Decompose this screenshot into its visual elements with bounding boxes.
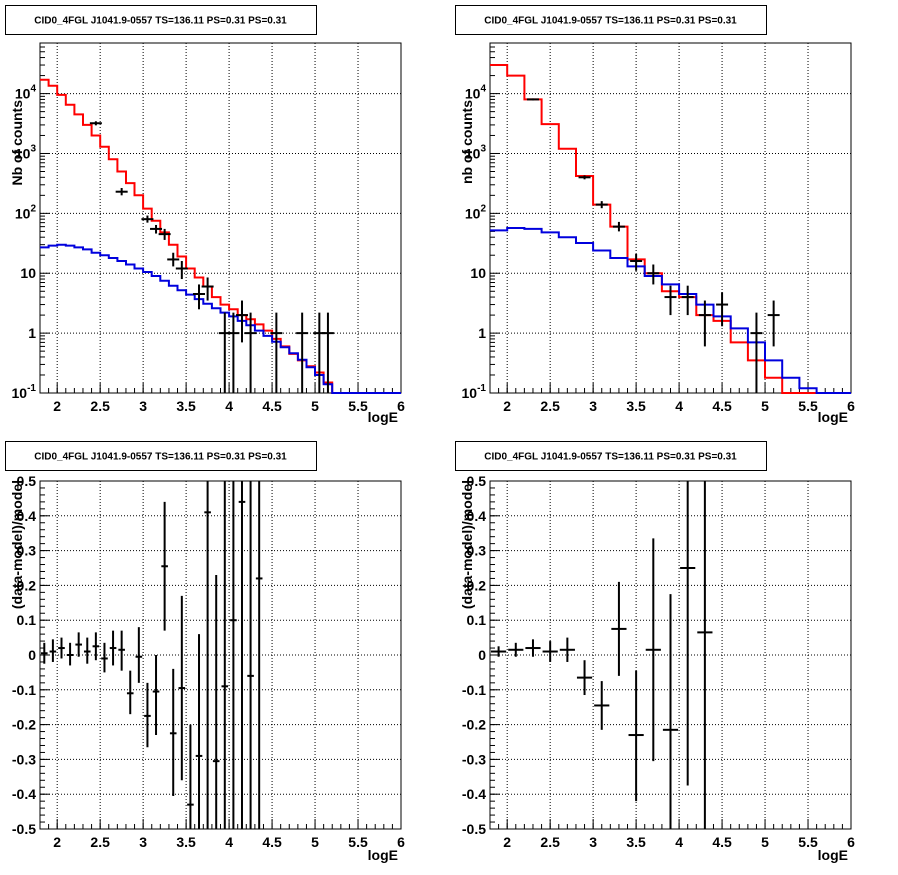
plot-frame xyxy=(489,42,852,394)
x-tick-label: 5 xyxy=(311,834,319,850)
x-tick-label: 3.5 xyxy=(626,834,646,850)
y-tick-label: 103 xyxy=(465,143,487,161)
plot-frame xyxy=(39,42,402,394)
x-tick-label: 3.5 xyxy=(176,398,196,414)
x-tick-label: 4 xyxy=(675,834,683,850)
x-tick-label: 6 xyxy=(847,398,855,414)
y-tick-label: 0.4 xyxy=(467,508,487,524)
y-tick-label: -0.3 xyxy=(462,751,486,767)
x-tick-label: 4.5 xyxy=(262,398,282,414)
y-axis-label: (data-model)/model xyxy=(9,480,25,609)
x-tick-label: 3 xyxy=(589,398,597,414)
plot-frame xyxy=(39,480,402,830)
x-axis-label: logE xyxy=(818,847,848,863)
x-tick-label: 4.5 xyxy=(262,834,282,850)
chart-title: CID0_4FGL J1041.9-0557 TS=136.11 PS=0.31… xyxy=(34,452,287,463)
y-tick-label: 0.1 xyxy=(467,612,487,628)
x-tick-label: 2 xyxy=(503,398,511,414)
x-tick-label: 6 xyxy=(397,398,405,414)
x-tick-label: 3.5 xyxy=(176,834,196,850)
panel-4: CID0_4FGL J1041.9-0557 TS=136.11 PS=0.31… xyxy=(455,441,855,863)
x-tick-label: 5 xyxy=(761,398,769,414)
x-tick-label: 4 xyxy=(225,398,233,414)
y-tick-label: 103 xyxy=(15,143,37,161)
x-tick-label: 5.5 xyxy=(348,398,368,414)
y-tick-label: 102 xyxy=(15,203,37,221)
panel-1: CID0_4FGL J1041.9-0557 TS=136.11 PS=0.31… xyxy=(5,5,405,425)
y-tick-label: -0.2 xyxy=(462,717,486,733)
y-tick-label: 10 xyxy=(20,265,36,281)
x-tick-label: 4 xyxy=(675,398,683,414)
y-tick-label: 102 xyxy=(465,203,487,221)
y-tick-label: -0.1 xyxy=(462,682,486,698)
x-tick-label: 5 xyxy=(761,834,769,850)
x-tick-label: 3 xyxy=(139,834,147,850)
panel-2: CID0_4FGL J1041.9-0557 TS=136.11 PS=0.31… xyxy=(455,5,855,425)
y-tick-label: 0.4 xyxy=(17,508,37,524)
title-box xyxy=(5,5,317,35)
x-tick-label: 4.5 xyxy=(712,398,732,414)
chart-title: CID0_4FGL J1041.9-0557 TS=136.11 PS=0.31… xyxy=(484,452,737,463)
x-tick-label: 5 xyxy=(311,398,319,414)
x-tick-label: 2.5 xyxy=(90,834,110,850)
y-tick-label: 1 xyxy=(28,325,36,341)
y-tick-label: -0.4 xyxy=(462,786,486,802)
model-total-histogram xyxy=(40,78,401,394)
title-box xyxy=(5,441,317,471)
x-tick-label: 2.5 xyxy=(90,398,110,414)
y-tick-label: 0.3 xyxy=(17,543,37,559)
model-background-histogram xyxy=(490,227,851,394)
x-axis-label: logE xyxy=(818,409,848,425)
x-axis-label: logE xyxy=(368,409,398,425)
y-tick-label: 10-1 xyxy=(12,383,37,401)
y-tick-label: 0.1 xyxy=(17,612,37,628)
y-tick-label: -0.5 xyxy=(12,821,36,837)
y-tick-label: 10 xyxy=(470,265,486,281)
model-total-histogram xyxy=(490,64,851,394)
y-tick-label: 0.5 xyxy=(17,473,37,489)
x-tick-label: 2.5 xyxy=(540,834,560,850)
panel-3: CID0_4FGL J1041.9-0557 TS=136.11 PS=0.31… xyxy=(5,441,405,863)
x-tick-label: 2 xyxy=(53,834,61,850)
x-tick-label: 5.5 xyxy=(348,834,368,850)
y-tick-label: 0.2 xyxy=(467,577,487,593)
y-tick-label: 10-1 xyxy=(462,383,487,401)
x-tick-label: 5.5 xyxy=(798,834,818,850)
x-tick-label: 6 xyxy=(397,834,405,850)
x-tick-label: 2 xyxy=(503,834,511,850)
model-background-histogram xyxy=(40,243,401,394)
y-axis-label: nb of counts xyxy=(459,100,475,184)
y-tick-label: -0.1 xyxy=(12,682,36,698)
y-tick-label: 1 xyxy=(478,325,486,341)
x-tick-label: 3.5 xyxy=(626,398,646,414)
y-tick-label: 0.5 xyxy=(467,473,487,489)
x-tick-label: 6 xyxy=(847,834,855,850)
y-axis-label: Nb of counts xyxy=(9,100,25,186)
x-tick-label: 4 xyxy=(225,834,233,850)
x-tick-label: 2.5 xyxy=(540,398,560,414)
y-tick-label: -0.4 xyxy=(12,786,36,802)
y-tick-label: -0.3 xyxy=(12,751,36,767)
chart-title: CID0_4FGL J1041.9-0557 TS=136.11 PS=0.31… xyxy=(484,16,737,27)
title-box xyxy=(455,5,767,35)
x-tick-label: 5.5 xyxy=(798,398,818,414)
y-tick-label: 0 xyxy=(28,647,36,663)
y-axis-label: (data-model)/model xyxy=(459,480,475,609)
y-tick-label: -0.2 xyxy=(12,717,36,733)
x-tick-label: 3 xyxy=(589,834,597,850)
x-tick-label: 2 xyxy=(53,398,61,414)
x-tick-label: 4.5 xyxy=(712,834,732,850)
y-tick-label: -0.5 xyxy=(462,821,486,837)
x-axis-label: logE xyxy=(368,847,398,863)
y-tick-label: 0.2 xyxy=(17,577,37,593)
chart-title: CID0_4FGL J1041.9-0557 TS=136.11 PS=0.31… xyxy=(34,16,287,27)
y-tick-label: 0.3 xyxy=(467,543,487,559)
y-tick-label: 104 xyxy=(465,84,487,102)
x-tick-label: 3 xyxy=(139,398,147,414)
y-tick-label: 104 xyxy=(15,84,37,102)
y-tick-label: 0 xyxy=(478,647,486,663)
title-box xyxy=(455,441,767,471)
